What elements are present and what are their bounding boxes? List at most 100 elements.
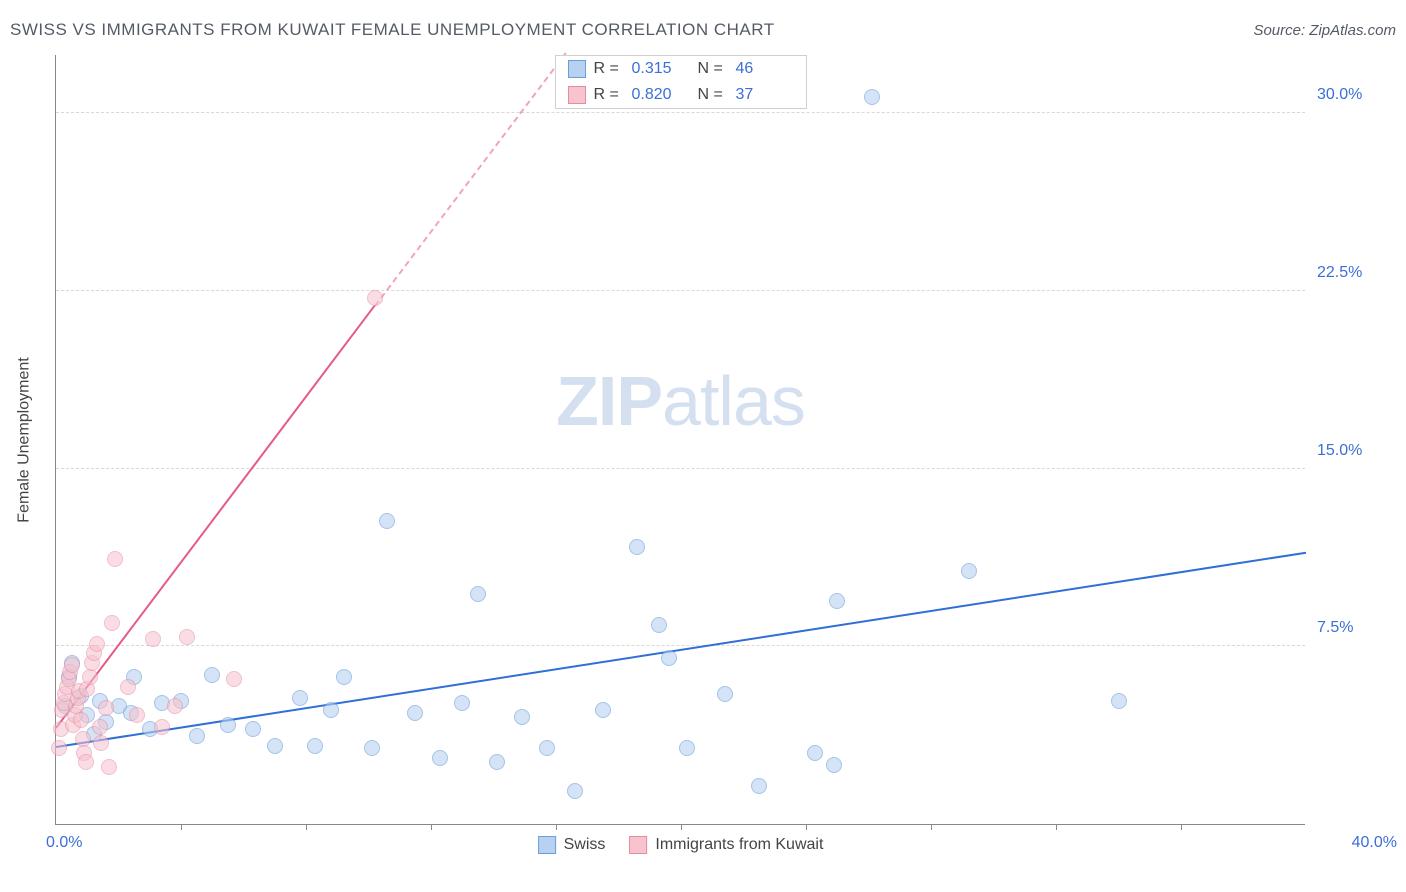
x-tick-mark <box>556 824 557 830</box>
x-axis-min-label: 0.0% <box>46 834 82 852</box>
data-point <box>226 671 242 687</box>
trend-line <box>56 552 1306 748</box>
data-point <box>82 669 98 685</box>
data-point <box>454 695 470 711</box>
correlation-legend-row: R =0.820N =37 <box>556 82 806 108</box>
r-value: 0.315 <box>632 60 690 78</box>
data-point <box>267 738 283 754</box>
chart-title: SWISS VS IMMIGRANTS FROM KUWAIT FEMALE U… <box>10 20 775 40</box>
gridline <box>56 645 1305 646</box>
trend-line <box>374 52 566 306</box>
watermark-rest: atlas <box>662 362 805 440</box>
data-point <box>336 669 352 685</box>
data-point <box>717 686 733 702</box>
n-label: N = <box>698 60 728 78</box>
watermark: ZIPatlas <box>556 361 805 441</box>
n-label: N = <box>698 86 728 104</box>
data-point <box>961 563 977 579</box>
data-point <box>379 513 395 529</box>
x-tick-mark <box>181 824 182 830</box>
x-axis-max-label: 40.0% <box>1352 834 1397 852</box>
watermark-bold: ZIP <box>556 362 662 440</box>
data-point <box>98 700 114 716</box>
data-point <box>145 631 161 647</box>
data-point <box>104 615 120 631</box>
y-tick-label: 22.5% <box>1317 264 1397 282</box>
data-point <box>89 636 105 652</box>
correlation-legend: R =0.315N =46R =0.820N =37 <box>555 55 807 109</box>
x-tick-mark <box>931 824 932 830</box>
scatter-plot-area: ZIPatlas R =0.315N =46R =0.820N =37 0.0%… <box>55 55 1305 825</box>
series-legend: Swiss Immigrants from Kuwait <box>538 836 824 854</box>
data-point <box>323 702 339 718</box>
data-point <box>651 617 667 633</box>
y-tick-label: 15.0% <box>1317 442 1397 460</box>
y-tick-label: 30.0% <box>1317 86 1397 104</box>
data-point <box>407 705 423 721</box>
correlation-legend-row: R = 0.315 N = 46 <box>556 56 806 82</box>
data-point <box>432 750 448 766</box>
data-point <box>679 740 695 756</box>
gridline <box>56 468 1305 469</box>
y-axis-label-container: Female Unemployment <box>10 55 40 825</box>
data-point <box>78 754 94 770</box>
data-point <box>129 707 145 723</box>
gridline <box>56 290 1305 291</box>
data-point <box>514 709 530 725</box>
gridline <box>56 112 1305 113</box>
legend-swatch <box>538 836 556 854</box>
legend-swatch <box>568 60 586 78</box>
x-tick-mark <box>431 824 432 830</box>
data-point <box>220 717 236 733</box>
series-legend-item: Immigrants from Kuwait <box>629 836 823 854</box>
x-tick-mark <box>681 824 682 830</box>
data-point <box>307 738 323 754</box>
source-attribution: Source: ZipAtlas.com <box>1253 22 1396 39</box>
data-point <box>93 735 109 751</box>
series-legend-label: Immigrants from Kuwait <box>655 836 823 854</box>
chart-header: SWISS VS IMMIGRANTS FROM KUWAIT FEMALE U… <box>10 20 1396 40</box>
y-tick-label: 7.5% <box>1317 619 1397 637</box>
data-point <box>751 778 767 794</box>
data-point <box>826 757 842 773</box>
data-point <box>595 702 611 718</box>
data-point <box>92 719 108 735</box>
data-point <box>120 679 136 695</box>
x-tick-mark <box>306 824 307 830</box>
data-point <box>661 650 677 666</box>
data-point <box>864 89 880 105</box>
data-point <box>567 783 583 799</box>
data-point <box>189 728 205 744</box>
data-point <box>245 721 261 737</box>
series-legend-item: Swiss <box>538 836 606 854</box>
n-value: 37 <box>736 86 794 104</box>
y-axis-label: Female Unemployment <box>16 357 34 522</box>
r-label: R = <box>594 86 624 104</box>
data-point <box>51 740 67 756</box>
data-point <box>1111 693 1127 709</box>
data-point <box>364 740 380 756</box>
x-tick-mark <box>1181 824 1182 830</box>
data-point <box>101 759 117 775</box>
trend-line <box>55 305 375 729</box>
data-point <box>107 551 123 567</box>
data-point <box>367 290 383 306</box>
data-point <box>154 719 170 735</box>
data-point <box>179 629 195 645</box>
n-value: 46 <box>736 60 794 78</box>
legend-swatch <box>568 86 586 104</box>
data-point <box>167 698 183 714</box>
data-point <box>539 740 555 756</box>
data-point <box>292 690 308 706</box>
data-point <box>64 657 80 673</box>
data-point <box>489 754 505 770</box>
data-point <box>629 539 645 555</box>
data-point <box>204 667 220 683</box>
x-tick-mark <box>806 824 807 830</box>
legend-swatch <box>629 836 647 854</box>
data-point <box>807 745 823 761</box>
r-label: R = <box>594 60 624 78</box>
series-legend-label: Swiss <box>564 836 606 854</box>
data-point <box>829 593 845 609</box>
x-tick-mark <box>1056 824 1057 830</box>
